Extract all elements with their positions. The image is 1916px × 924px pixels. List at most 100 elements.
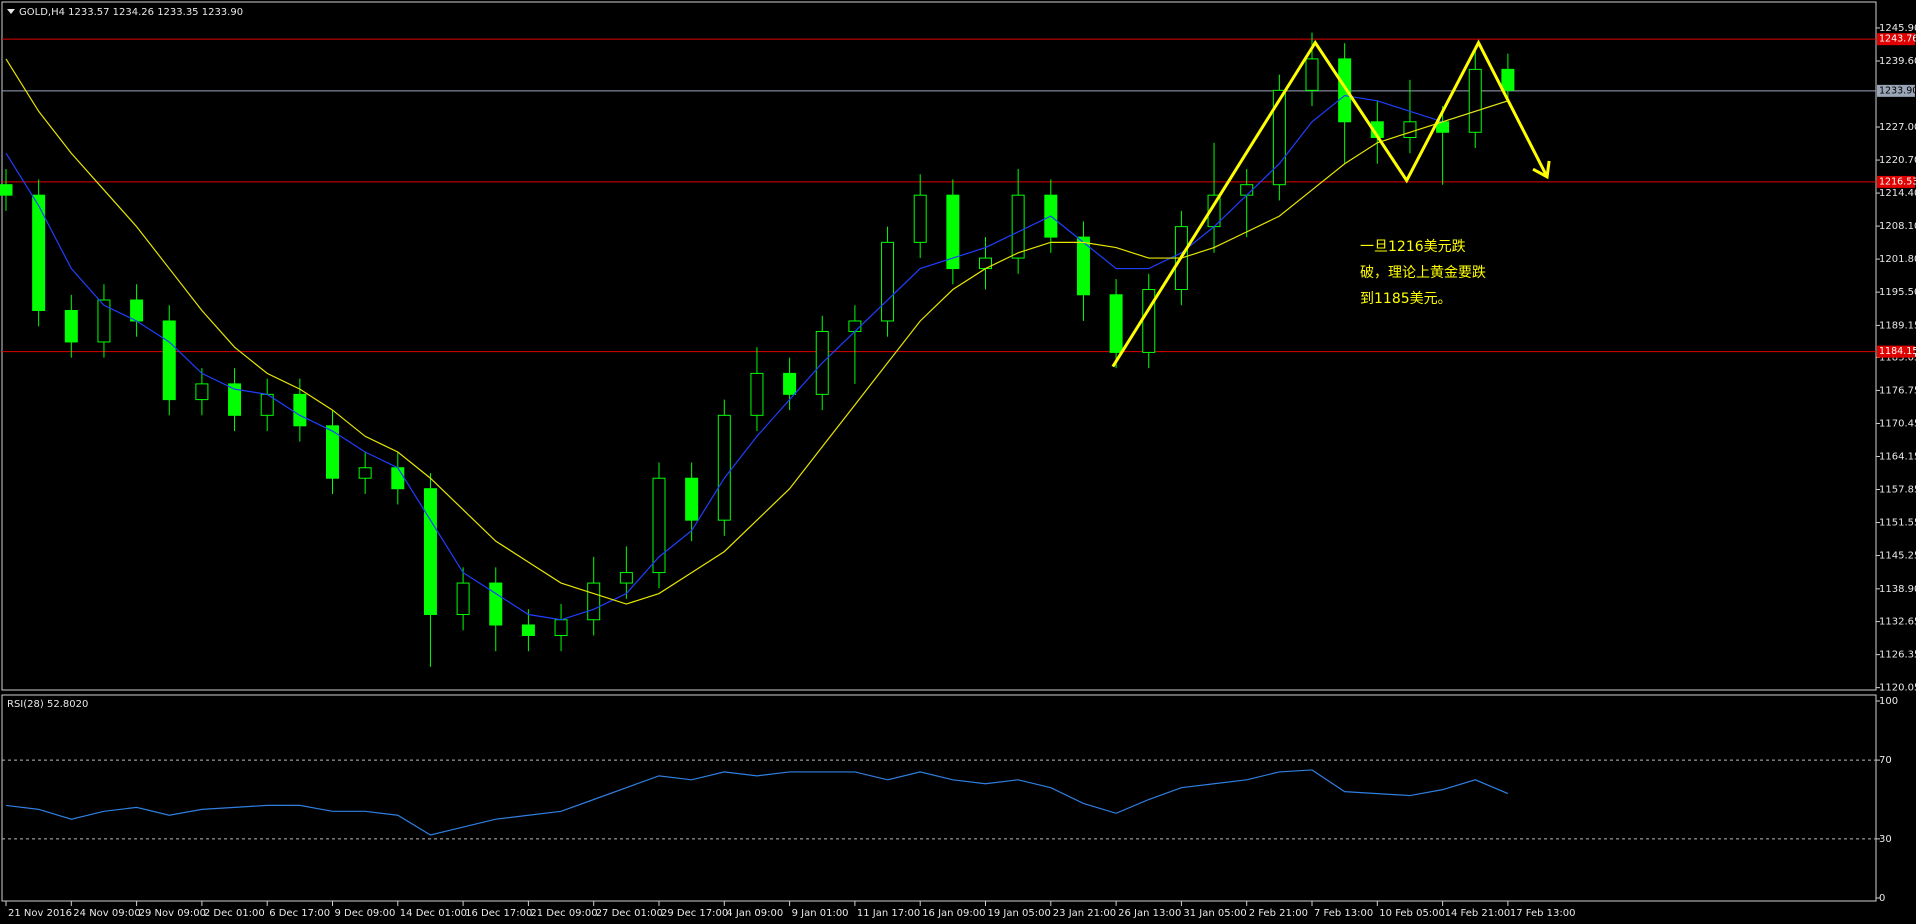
candle-body — [913, 194, 927, 243]
rsi-title: RSI(28) 52.8020 — [7, 699, 88, 710]
candle-body — [1305, 58, 1319, 91]
candle-body — [1403, 121, 1417, 139]
y-tick-label: 1145.25 — [1879, 551, 1916, 562]
x-tick-label: 9 Dec 09:00 — [335, 908, 396, 919]
y-tick-label: 1138.90 — [1879, 584, 1916, 595]
x-tick-label: 17 Feb 13:00 — [1510, 908, 1576, 919]
candle-body — [293, 393, 307, 427]
y-tick-label: 1176.75 — [1879, 385, 1916, 396]
x-tick-label: 2 Dec 01:00 — [204, 908, 265, 919]
y-tick-label: 1214.40 — [1879, 188, 1916, 199]
x-tick-label: 7 Feb 13:00 — [1314, 908, 1373, 919]
candle-body — [1109, 294, 1123, 353]
candle-body — [619, 572, 633, 584]
candle-body — [326, 425, 339, 479]
chart-title: GOLD,H4 1233.57 1234.26 1233.35 1233.90 — [19, 7, 243, 18]
y-tick-label: 30 — [1879, 834, 1892, 845]
candle-body — [97, 299, 111, 343]
price-tag-label: 1233.90 — [1879, 85, 1916, 96]
y-tick-label: 70 — [1879, 755, 1892, 766]
x-tick-label: 23 Jan 21:00 — [1053, 908, 1116, 919]
x-tick-label: 26 Jan 13:00 — [1118, 908, 1181, 919]
x-tick-label: 14 Feb 21:00 — [1445, 908, 1511, 919]
menu-icon — [7, 9, 15, 14]
candle-body — [1272, 89, 1286, 186]
price-tag-label: 1184.15 — [1879, 346, 1916, 357]
x-tick-label: 14 Dec 01:00 — [400, 908, 467, 919]
candle-body — [685, 477, 699, 521]
y-tick-label: 1189.15 — [1879, 320, 1916, 331]
x-tick-label: 19 Jan 05:00 — [988, 908, 1051, 919]
candle-body — [1076, 236, 1090, 296]
y-tick-label: 1132.65 — [1879, 617, 1916, 628]
candle-body — [1338, 58, 1352, 123]
candle-body — [1011, 194, 1025, 259]
y-tick-label: 1120.05 — [1879, 683, 1916, 694]
y-tick-label: 1201.80 — [1879, 254, 1916, 265]
candle-body — [0, 184, 13, 196]
y-tick-label: 1164.15 — [1879, 451, 1916, 462]
candle-body — [554, 619, 568, 636]
candle-body — [1142, 289, 1156, 353]
y-tick-label: 1195.50 — [1879, 287, 1916, 298]
x-tick-label: 16 Jan 09:00 — [922, 908, 985, 919]
y-tick-label: 1157.85 — [1879, 485, 1916, 496]
y-tick-label: 1170.45 — [1879, 418, 1916, 429]
annotation: 一旦1216美元跌 — [1360, 239, 1466, 255]
x-tick-label: 6 Dec 17:00 — [269, 908, 330, 919]
x-tick-label: 21 Dec 09:00 — [530, 908, 597, 919]
y-tick-label: 1239.60 — [1879, 56, 1916, 67]
rsi-panel — [1, 694, 1877, 902]
candle-body — [1468, 68, 1482, 133]
candle-body — [130, 299, 144, 322]
y-tick-label: 1208.10 — [1879, 221, 1916, 232]
candle-body — [750, 372, 764, 416]
candle-body — [1240, 184, 1254, 196]
price-tag-label: 1216.53 — [1879, 176, 1916, 187]
y-tick-label: 1151.55 — [1879, 518, 1916, 529]
candle-body — [64, 309, 78, 343]
candle-body — [946, 194, 960, 270]
candle-body — [32, 194, 46, 311]
candle-body — [521, 624, 535, 636]
candle-body — [783, 372, 797, 395]
x-tick-label: 24 Nov 09:00 — [73, 908, 140, 919]
annotation: 破，理论上黄金要跌 — [1360, 264, 1486, 281]
y-tick-label: 1227.00 — [1879, 122, 1916, 133]
x-tick-label: 29 Dec 17:00 — [661, 908, 728, 919]
price-tag-label: 1243.76 — [1879, 34, 1916, 45]
candle-body — [358, 467, 372, 479]
candle-body — [456, 582, 470, 616]
x-tick-label: 2 Feb 21:00 — [1249, 908, 1308, 919]
price-tag — [1877, 175, 1915, 188]
price-panel — [1, 1, 1877, 691]
candle-body — [881, 241, 895, 322]
x-tick-label: 16 Dec 17:00 — [465, 908, 532, 919]
y-tick-label: 1183.05 — [1879, 352, 1916, 363]
candle-body — [195, 383, 209, 401]
moving-average — [5, 58, 1509, 605]
moving-average — [5, 94, 1509, 621]
y-tick-label: 100 — [1879, 696, 1898, 707]
y-tick-label: 1245.90 — [1879, 23, 1916, 34]
candle-body — [717, 414, 731, 521]
candle-body — [489, 582, 503, 626]
candle-body — [423, 488, 437, 616]
candle-body — [162, 320, 176, 401]
candle-body — [391, 467, 405, 490]
rsi-line — [5, 769, 1509, 836]
x-tick-label: 4 Jan 09:00 — [726, 908, 783, 919]
x-tick-label: 11 Jan 17:00 — [857, 908, 920, 919]
x-tick-label: 9 Jan 01:00 — [792, 908, 849, 919]
x-tick-label: 31 Jan 05:00 — [1183, 908, 1246, 919]
price-tag — [1877, 84, 1915, 97]
candle-body — [1501, 68, 1515, 91]
candle-body — [587, 582, 601, 621]
y-tick-label: 1220.70 — [1879, 155, 1916, 166]
x-tick-label: 27 Dec 01:00 — [596, 908, 663, 919]
y-tick-label: 0 — [1879, 893, 1885, 904]
x-tick-label: 21 Nov 2016 — [8, 908, 72, 919]
arrow-head — [1532, 160, 1551, 180]
